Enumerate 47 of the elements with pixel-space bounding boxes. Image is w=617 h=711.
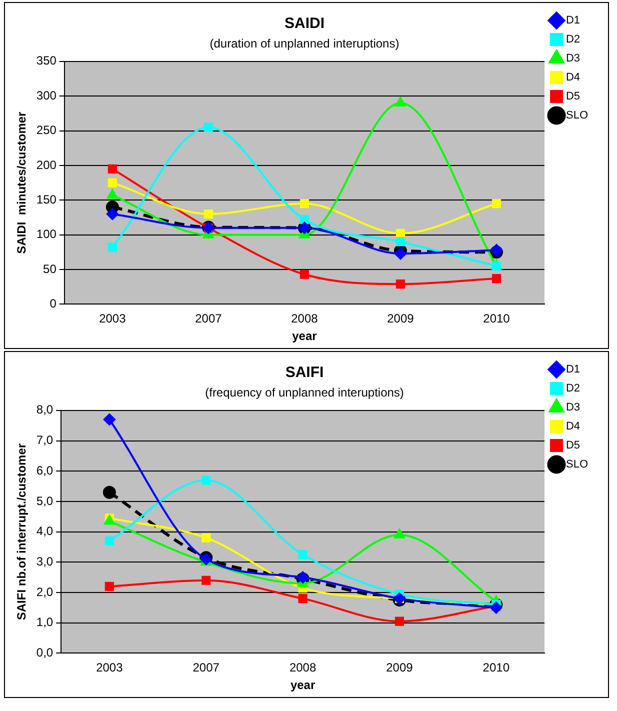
chart-title: SAIDI xyxy=(284,15,325,32)
y-axis-title: SAIDI minutes/customer xyxy=(14,111,29,254)
x-tick-label: 2008 xyxy=(291,312,318,326)
y-axis-title: SAIFI nb.of interrupt./customer xyxy=(14,443,29,620)
x-tick-label: 2009 xyxy=(386,660,414,675)
y-tick-label: 2,0 xyxy=(36,584,54,599)
x-axis-title: year xyxy=(292,329,318,344)
x-tick-label: 2003 xyxy=(96,660,124,675)
y-tick-label: 350 xyxy=(36,54,57,68)
y-tick-label: 250 xyxy=(36,123,57,138)
legend-label: SLO xyxy=(566,458,588,471)
x-tick-label: 2007 xyxy=(195,312,222,326)
y-tick-label: 6,0 xyxy=(36,463,54,478)
y-tick-label: 200 xyxy=(36,158,57,172)
y-tick-label: 5,0 xyxy=(36,494,54,508)
legend-label: D3 xyxy=(566,52,580,65)
y-tick-label: 300 xyxy=(36,88,57,102)
y-tick-label: 150 xyxy=(36,192,57,206)
y-tick-label: 8,0 xyxy=(36,402,54,417)
legend-label: D1 xyxy=(566,14,580,27)
x-tick-label: 2007 xyxy=(192,660,220,675)
legend-label: D5 xyxy=(566,90,580,103)
x-tick-label: 2008 xyxy=(289,660,316,675)
y-tick-label: 50 xyxy=(43,262,57,276)
y-tick-label: 0,0 xyxy=(36,646,54,660)
legend-label: D3 xyxy=(566,402,580,414)
y-tick-label: 3,0 xyxy=(36,554,54,568)
legend-label: SLO xyxy=(566,110,588,122)
legend-label: D4 xyxy=(566,72,580,84)
legend-label: D1 xyxy=(566,364,580,376)
chart-subtitle: (duration of unplanned interuptions) xyxy=(210,36,400,51)
chart-title: SAIFI xyxy=(285,364,324,382)
legend-label: D2 xyxy=(566,382,580,395)
y-tick-label: 7,0 xyxy=(36,433,54,448)
y-tick-label: 100 xyxy=(36,227,57,242)
y-tick-label: 1,0 xyxy=(36,615,54,630)
y-tick-label: 4,0 xyxy=(36,524,54,538)
y-tick-label: 0 xyxy=(50,296,57,311)
x-tick-label: 2010 xyxy=(482,660,510,675)
x-axis-title: year xyxy=(290,678,316,692)
x-tick-label: 2003 xyxy=(99,312,126,326)
chart-subtitle: (frequency of unplanned interuptions) xyxy=(205,386,404,400)
legend-label: D2 xyxy=(566,34,580,46)
x-tick-label: 2009 xyxy=(387,312,414,326)
x-tick-label: 2010 xyxy=(483,312,510,326)
legend-label: D5 xyxy=(566,440,580,452)
legend-label: D4 xyxy=(566,420,580,433)
